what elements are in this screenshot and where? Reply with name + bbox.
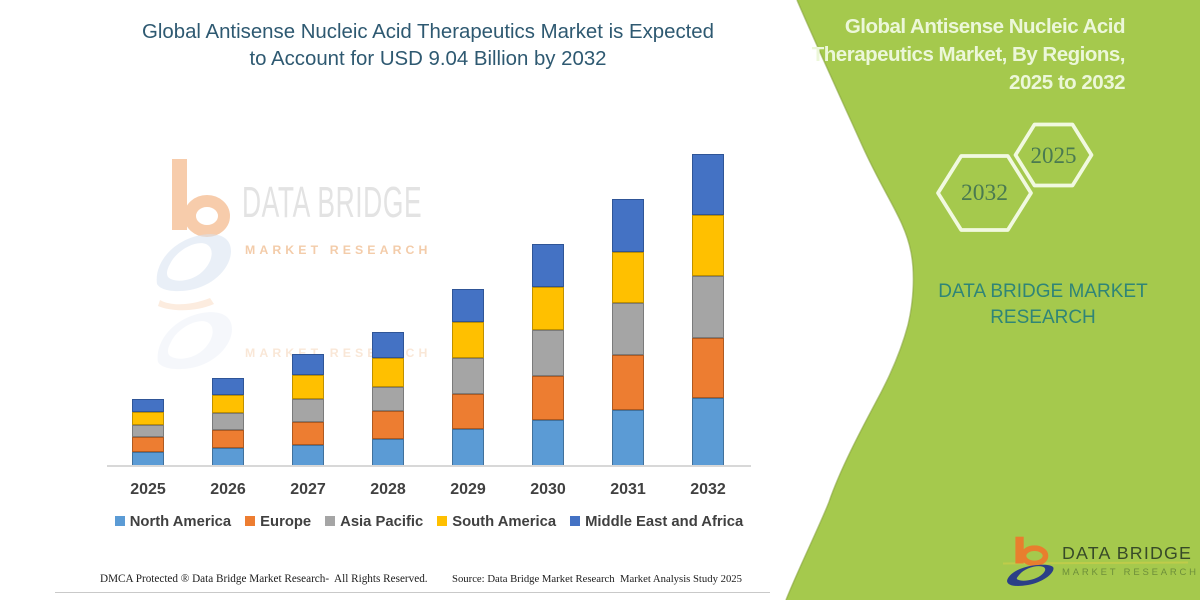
svg-text:2032: 2032	[961, 180, 1008, 206]
svg-text:MARKET RESEARCH: MARKET RESEARCH	[1062, 567, 1199, 578]
svg-text:DATA BRIDGE: DATA BRIDGE	[1062, 543, 1192, 563]
svg-text:2025: 2025	[1031, 143, 1077, 168]
